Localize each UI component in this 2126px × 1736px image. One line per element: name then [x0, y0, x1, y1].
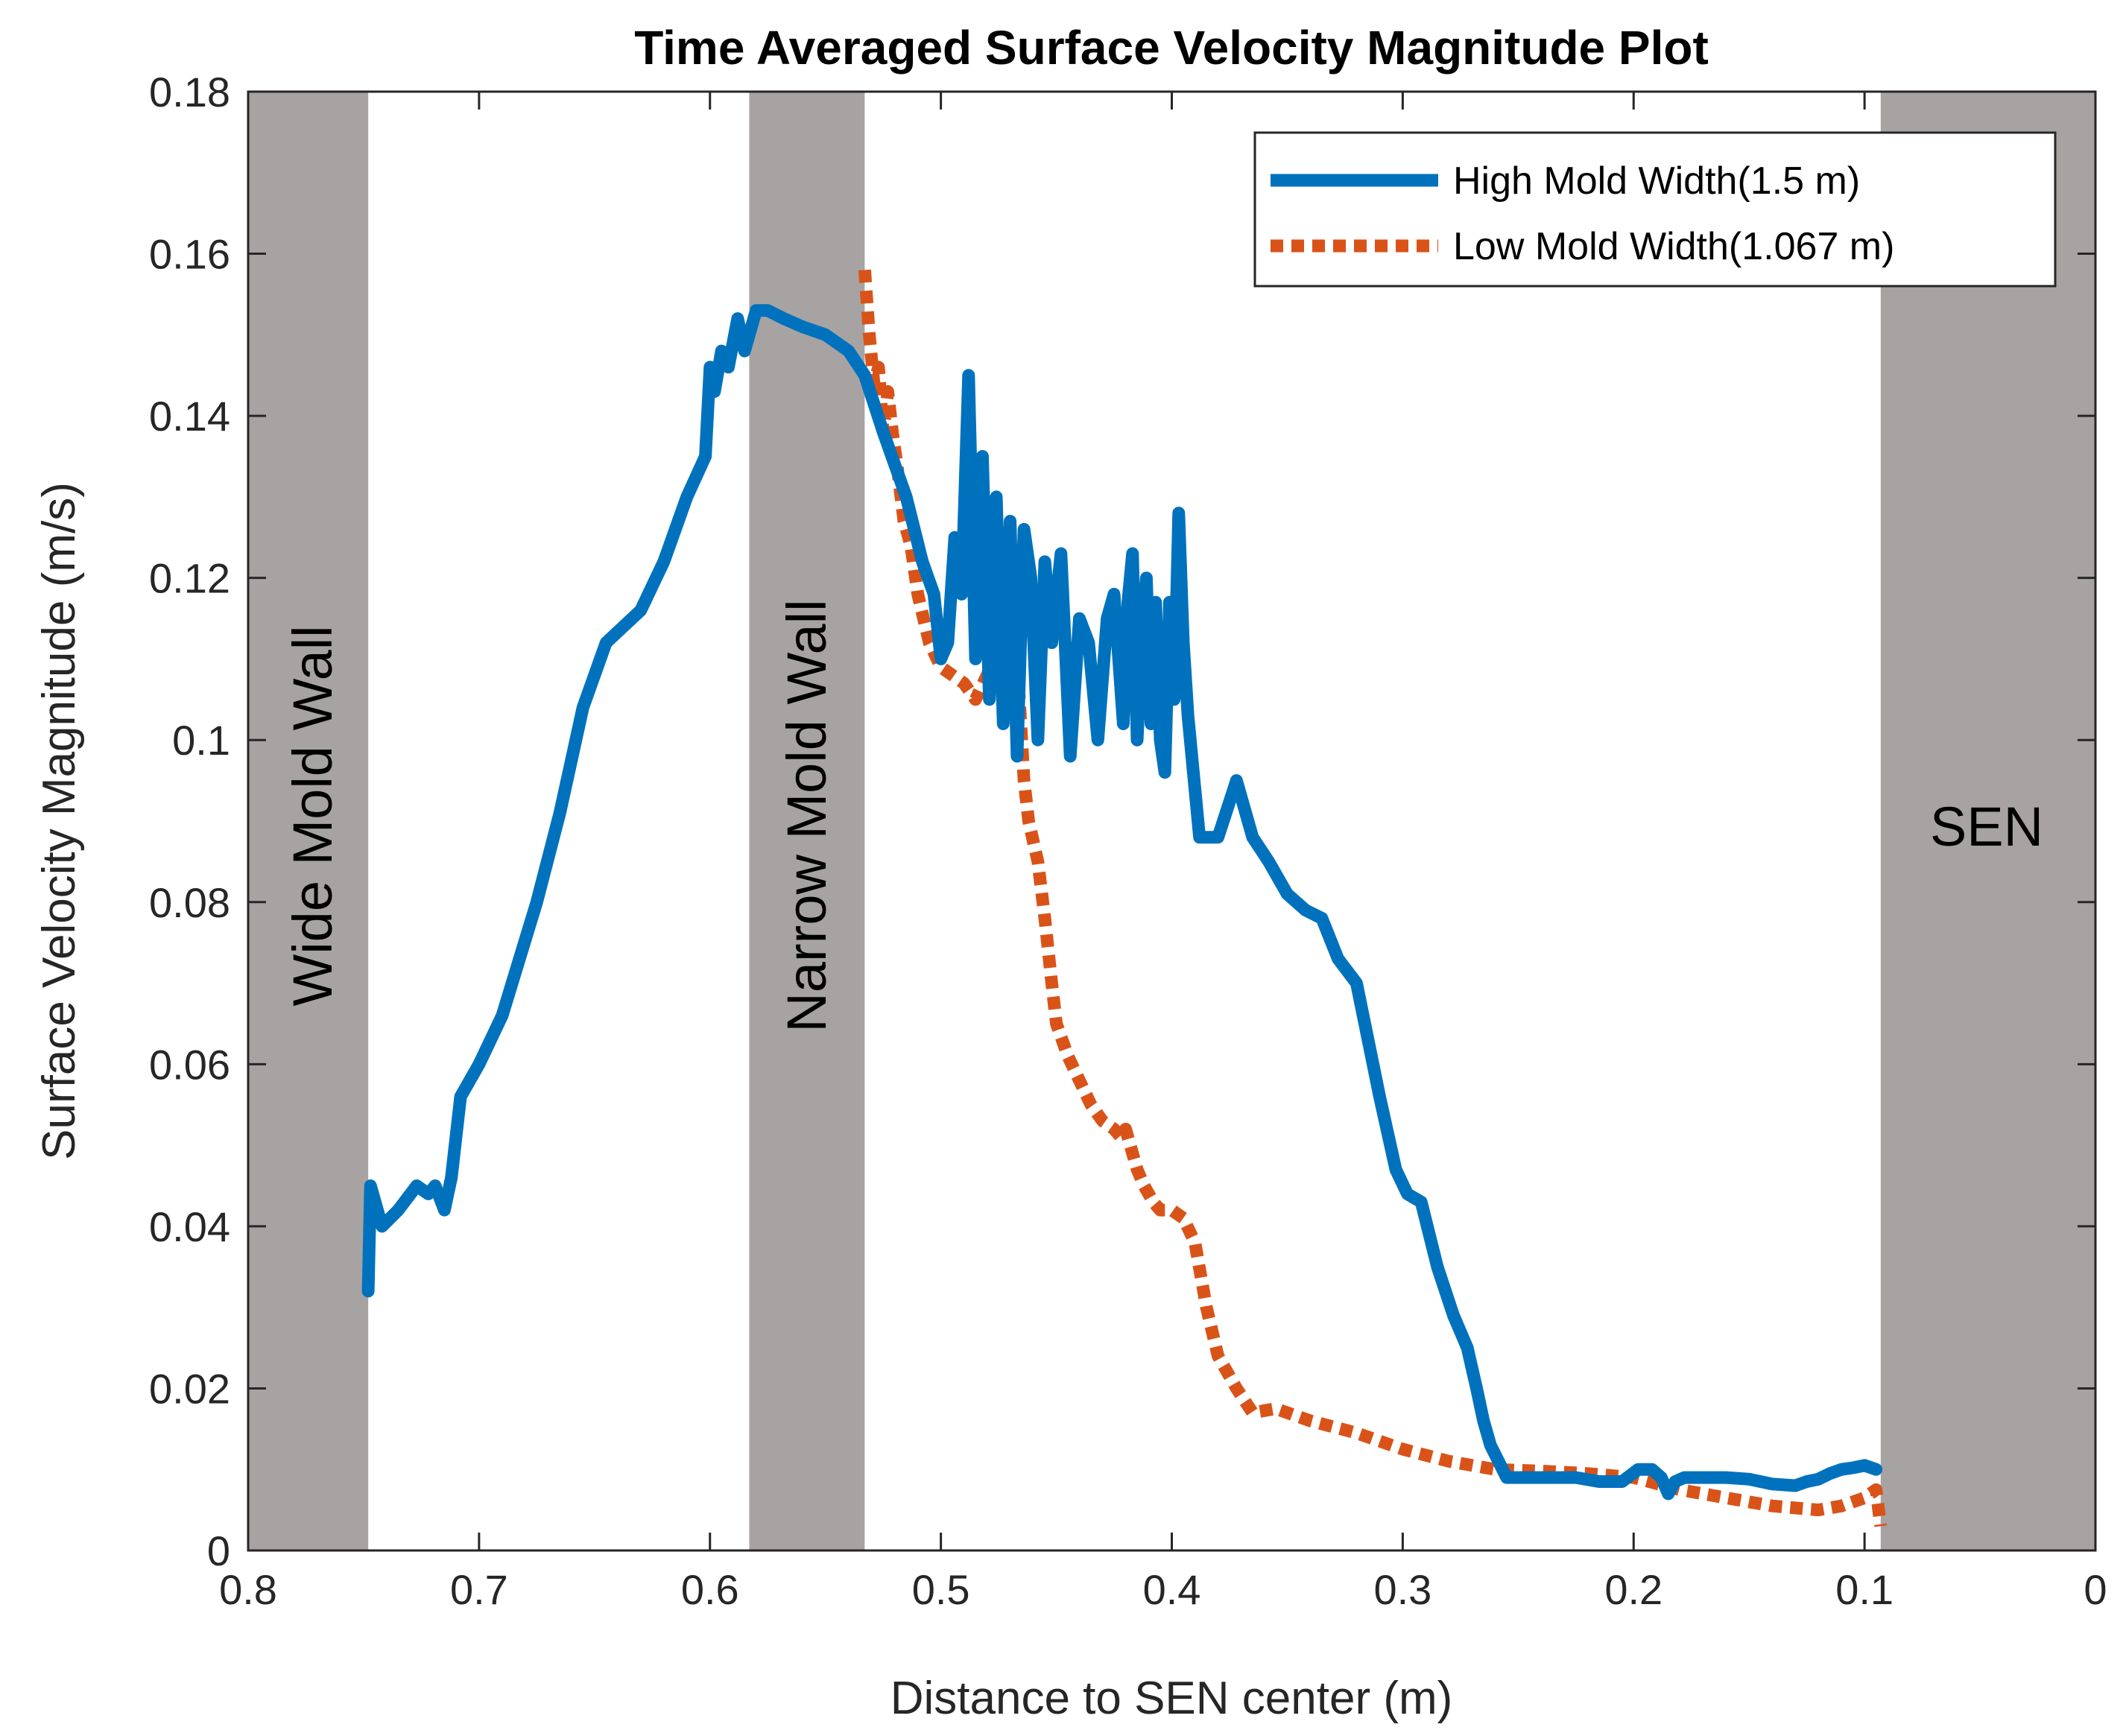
x-tick-label: 0.1 — [1835, 1566, 1894, 1613]
x-tick-label: 0.5 — [912, 1566, 970, 1613]
x-tick-label: 0.3 — [1373, 1566, 1431, 1613]
x-tick-label: 0.4 — [1143, 1566, 1201, 1613]
series-layer — [361, 269, 1888, 1527]
x-tick-label: 0.7 — [450, 1566, 508, 1613]
region-labels: Wide Mold Wall Narrow Mold Wall SEN — [282, 599, 2043, 1032]
wide-mold-wall-label: Wide Mold Wall — [282, 625, 344, 1006]
legend: High Mold Width(1.5 m) Low Mold Width(1.… — [1253, 131, 2057, 288]
legend-label-low-mold: Low Mold Width(1.067 m) — [1453, 225, 1894, 268]
y-tick-label: 0.02 — [149, 1365, 230, 1412]
y-tick-label: 0.1 — [172, 717, 230, 764]
x-tick-label: 0.8 — [219, 1566, 277, 1613]
plot-area — [247, 90, 2097, 1552]
legend-label-high-mold: High Mold Width(1.5 m) — [1453, 159, 1860, 203]
y-tick-label: 0.18 — [149, 69, 230, 115]
legend-box — [1253, 131, 2057, 288]
y-tick-label: 0.08 — [149, 879, 230, 926]
y-tick-label: 0.04 — [149, 1203, 230, 1250]
chart-title: Time Averaged Surface Velocity Magnitude… — [634, 21, 1709, 75]
sen-region — [1880, 92, 2095, 1550]
axes-background — [248, 92, 2095, 1550]
axis-ticks: 0.8 0.7 0.6 0.5 0.4 0.3 0.2 0.1 0 0 0.02 0.04 0.06 0.… — [149, 69, 2107, 1613]
y-tick-label: 0.16 — [149, 231, 230, 278]
x-tick-label: 0 — [2084, 1566, 2107, 1613]
y-tick-label: 0.06 — [149, 1041, 230, 1088]
y-tick-label: 0 — [207, 1527, 230, 1574]
y-axis-label: Surface Velocity Magnitude (m/s) — [34, 482, 85, 1160]
x-tick-label: 0.6 — [681, 1566, 739, 1613]
y-tick-label: 0.14 — [149, 393, 230, 440]
series-line-high-mold-width — [361, 304, 1883, 1501]
x-tick-label: 0.2 — [1604, 1566, 1662, 1613]
series-line-low-mold-width — [858, 269, 1888, 1527]
wide-mold-wall-region — [248, 92, 369, 1550]
sen-label: SEN — [1930, 796, 2043, 858]
x-axis-label: Distance to SEN center (m) — [890, 1673, 1453, 1724]
shaded-regions — [248, 92, 2095, 1550]
y-tick-label: 0.12 — [149, 555, 230, 602]
narrow-mold-wall-label: Narrow Mold Wall — [776, 599, 838, 1032]
